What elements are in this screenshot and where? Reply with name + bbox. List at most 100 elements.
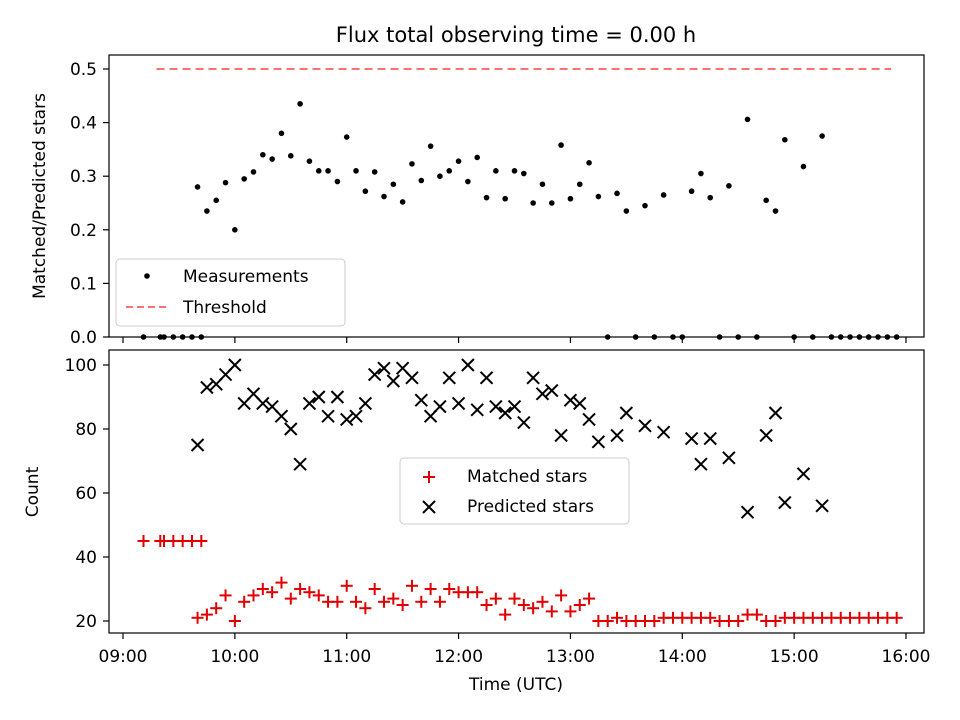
bottom-x-tick-label: 15:00 (770, 647, 819, 667)
measurement-point (623, 208, 630, 214)
matched-stars-point (195, 535, 208, 547)
top-x-ticks (122, 337, 907, 343)
measurement-point (726, 183, 732, 189)
legend-matched-label: Matched stars (467, 467, 587, 487)
measurement-point (558, 142, 564, 148)
predicted-stars-point (367, 367, 382, 382)
measurement-point (222, 179, 229, 186)
measurement-point (567, 195, 574, 202)
measurement-point (698, 170, 704, 177)
predicted-stars-point (414, 393, 428, 407)
matched-stars-point (228, 615, 241, 627)
matched-stars-point (611, 611, 624, 624)
matched-stars-point (275, 576, 288, 589)
bottom-legend: Matched stars Predicted stars (399, 457, 630, 525)
predicted-stars-point (638, 419, 652, 433)
bottom-x-tick-label: 10:00 (210, 647, 259, 667)
matched-stars-point (247, 589, 260, 602)
measurement-point (614, 190, 620, 197)
matched-stars-point (368, 583, 381, 595)
predicted-stars-point (563, 393, 578, 407)
predicted-stars-point (479, 371, 494, 385)
predicted-stars-point (684, 431, 699, 446)
predicted-stars-point (778, 495, 792, 510)
top-axes-frame (108, 54, 925, 338)
measurement-point (800, 163, 807, 170)
top-y-tick-label: 0.5 (70, 60, 97, 80)
top-y-axis-label: Matched/Predicted stars (30, 93, 50, 299)
predicted-stars-point (526, 371, 540, 385)
matched-stars-point (489, 592, 502, 605)
predicted-stars-point (498, 406, 512, 420)
measurement-point (474, 154, 481, 161)
bottom-y-tick-label: 40 (75, 548, 97, 568)
top-legend: Measurements Threshold (115, 258, 346, 327)
matched-stars-point (284, 592, 297, 605)
predicted-stars-point (330, 390, 345, 404)
measurement-point (204, 208, 210, 214)
measurement-point (539, 181, 546, 188)
legend-matched-marker (423, 471, 435, 483)
predicted-stars-point (321, 409, 335, 423)
matched-stars-point (405, 579, 418, 592)
matched-stars-point (256, 583, 269, 595)
matched-stars-point (471, 586, 484, 599)
bottom-x-tick-label: 13:00 (546, 647, 595, 667)
matched-stars-point (294, 583, 307, 595)
measurement-point (353, 168, 359, 174)
matched-stars-point (266, 586, 279, 599)
measurement-point (548, 200, 555, 206)
matched-stars-point (350, 595, 363, 608)
measurement-point (418, 177, 425, 184)
bottom-x-tick-label: 14:00 (658, 647, 707, 667)
predicted-stars-point (256, 396, 270, 411)
legend-threshold-label: Threshold (182, 298, 267, 318)
matched-stars-point (137, 535, 150, 547)
matched-stars-point (508, 592, 521, 605)
measurement-point (390, 181, 397, 188)
measurement-point (707, 194, 714, 201)
measurement-point (334, 178, 341, 185)
predicted-stars-point (405, 371, 419, 385)
bottom-y-ticks: 20 40 60 80 100 (65, 356, 109, 632)
matched-stars-point (769, 615, 782, 627)
bottom-y-axis-label: Count (23, 466, 43, 517)
legend-measurements-marker (144, 273, 150, 279)
measurement-point (269, 156, 275, 162)
predicted-stars-point (694, 457, 708, 471)
measurement-point (642, 202, 648, 209)
predicted-stars-point (442, 371, 456, 385)
measurement-point (241, 176, 247, 182)
predicted-stars-point (293, 457, 307, 471)
top-y-tick-label: 0.3 (70, 167, 97, 187)
measurement-point (465, 178, 471, 185)
predicted-stars-point (470, 403, 484, 417)
matched-stars-point (359, 602, 372, 615)
bottom-x-tick-label: 09:00 (99, 647, 148, 667)
matched-stars-point (750, 608, 763, 621)
measurement-point (250, 169, 257, 175)
measurement-point (287, 153, 294, 159)
predicted-stars-point (591, 435, 606, 449)
figure-title: Flux total observing time = 0.00 h (336, 23, 696, 47)
legend-measurements-label: Measurements (183, 267, 309, 287)
matched-stars-point (378, 595, 390, 608)
matched-stars-point (583, 592, 596, 605)
matched-stars-point (424, 583, 437, 595)
predicted-stars-point (358, 396, 373, 411)
matched-stars-point (499, 608, 512, 621)
bottom-legend-box (399, 457, 630, 525)
measurement-point (744, 116, 751, 123)
measurement-point (194, 184, 201, 190)
predicted-stars-point (573, 396, 587, 411)
measurement-point (819, 133, 825, 139)
measurement-point (660, 192, 667, 198)
predicted-stars-point (200, 380, 214, 395)
measurement-point (493, 168, 499, 174)
bottom-y-tick-label: 100 (65, 356, 97, 376)
measurement-point (483, 194, 490, 201)
predicted-stars-point (740, 505, 755, 519)
predicted-stars-point (340, 412, 354, 427)
measurement-point (371, 169, 378, 175)
